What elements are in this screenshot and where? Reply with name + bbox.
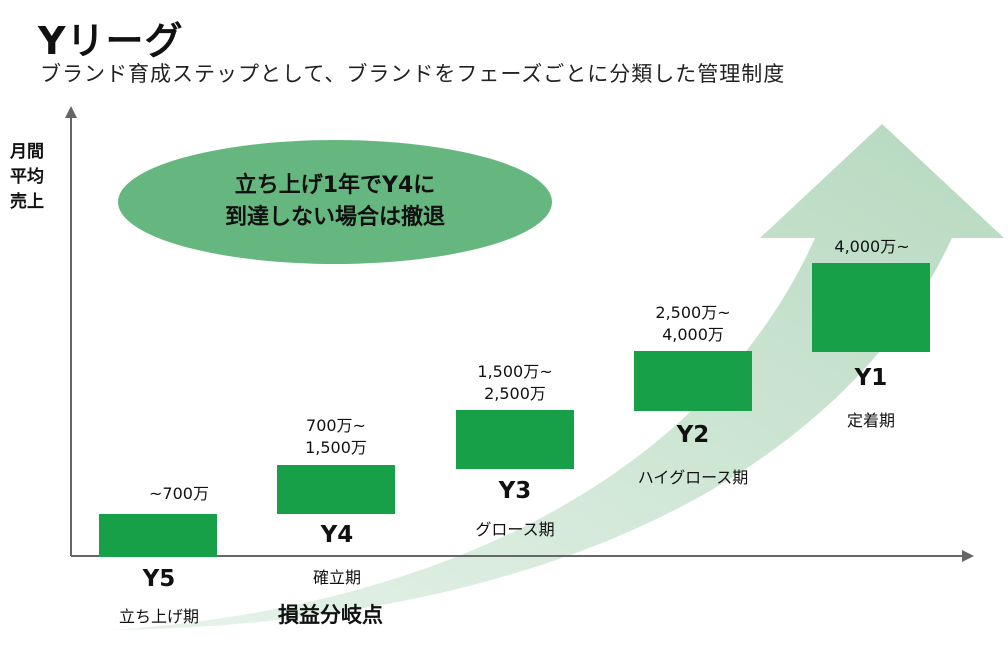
tier-y5-stage: Y5 — [142, 566, 176, 592]
range-line: ~700万 — [149, 484, 209, 503]
tier-y4-phase: 確立期 — [312, 568, 361, 587]
withdrawal-rule-callout: 立ち上げ1年でY4に 到達しない場合は撤退 — [118, 140, 552, 264]
tier-y1-range: 4,000万~ — [792, 236, 952, 258]
range-line: 1,500万 — [305, 438, 367, 457]
tier-y5-range: ~700万 — [99, 483, 259, 505]
tier-y3-stage: Y3 — [498, 478, 532, 504]
tier-y3-phase: グロース期 — [475, 520, 555, 539]
tier-y2-range: 2,500万~ 4,000万 — [613, 302, 773, 346]
tier-y5-phase: 立ち上げ期 — [118, 607, 199, 626]
range-line: 4,000万~ — [834, 237, 910, 256]
tier-y2-stage: Y2 — [676, 422, 710, 448]
tier-y1-phase: 定着期 — [846, 411, 895, 430]
tier-y4-range: 700万~ 1,500万 — [256, 415, 416, 459]
growth-arrow — [112, 124, 1004, 630]
range-line: 2,500万~ — [655, 303, 731, 322]
tier-y5-box — [99, 514, 217, 557]
y-axis-label: 月間 平均 売上 — [10, 140, 62, 215]
range-line: 1,500万~ — [477, 362, 553, 381]
tier-y4-box — [277, 465, 395, 514]
tier-y2-phase: ハイグロース期 — [637, 468, 749, 487]
tier-y3-box — [456, 410, 574, 469]
tier-y4-stage: Y4 — [320, 522, 354, 548]
page-title: Yリーグ — [38, 19, 184, 63]
y-axis-label-line: 月間 — [10, 142, 44, 162]
range-line: 4,000万 — [662, 325, 724, 344]
tier-y1-box — [812, 263, 930, 352]
tier-y1-stage: Y1 — [854, 365, 888, 391]
page-subtitle: ブランド育成ステップとして、ブランドをフェーズごとに分類した管理制度 — [40, 62, 786, 86]
y-axis-label-line: 平均 — [10, 167, 44, 187]
y-axis-arrowhead — [65, 106, 77, 118]
tier-y2-box — [634, 351, 752, 411]
y-axis-label-line: 売上 — [10, 192, 44, 212]
tier-y3-range: 1,500万~ 2,500万 — [435, 361, 595, 405]
x-axis-arrowhead — [962, 550, 974, 562]
callout-line: 立ち上げ1年でY4に — [234, 173, 436, 198]
range-line: 700万~ — [306, 416, 366, 435]
callout-line: 到達しない場合は撤退 — [224, 205, 445, 230]
range-line: 2,500万 — [484, 384, 546, 403]
breakeven-label: 損益分岐点 — [278, 603, 383, 627]
